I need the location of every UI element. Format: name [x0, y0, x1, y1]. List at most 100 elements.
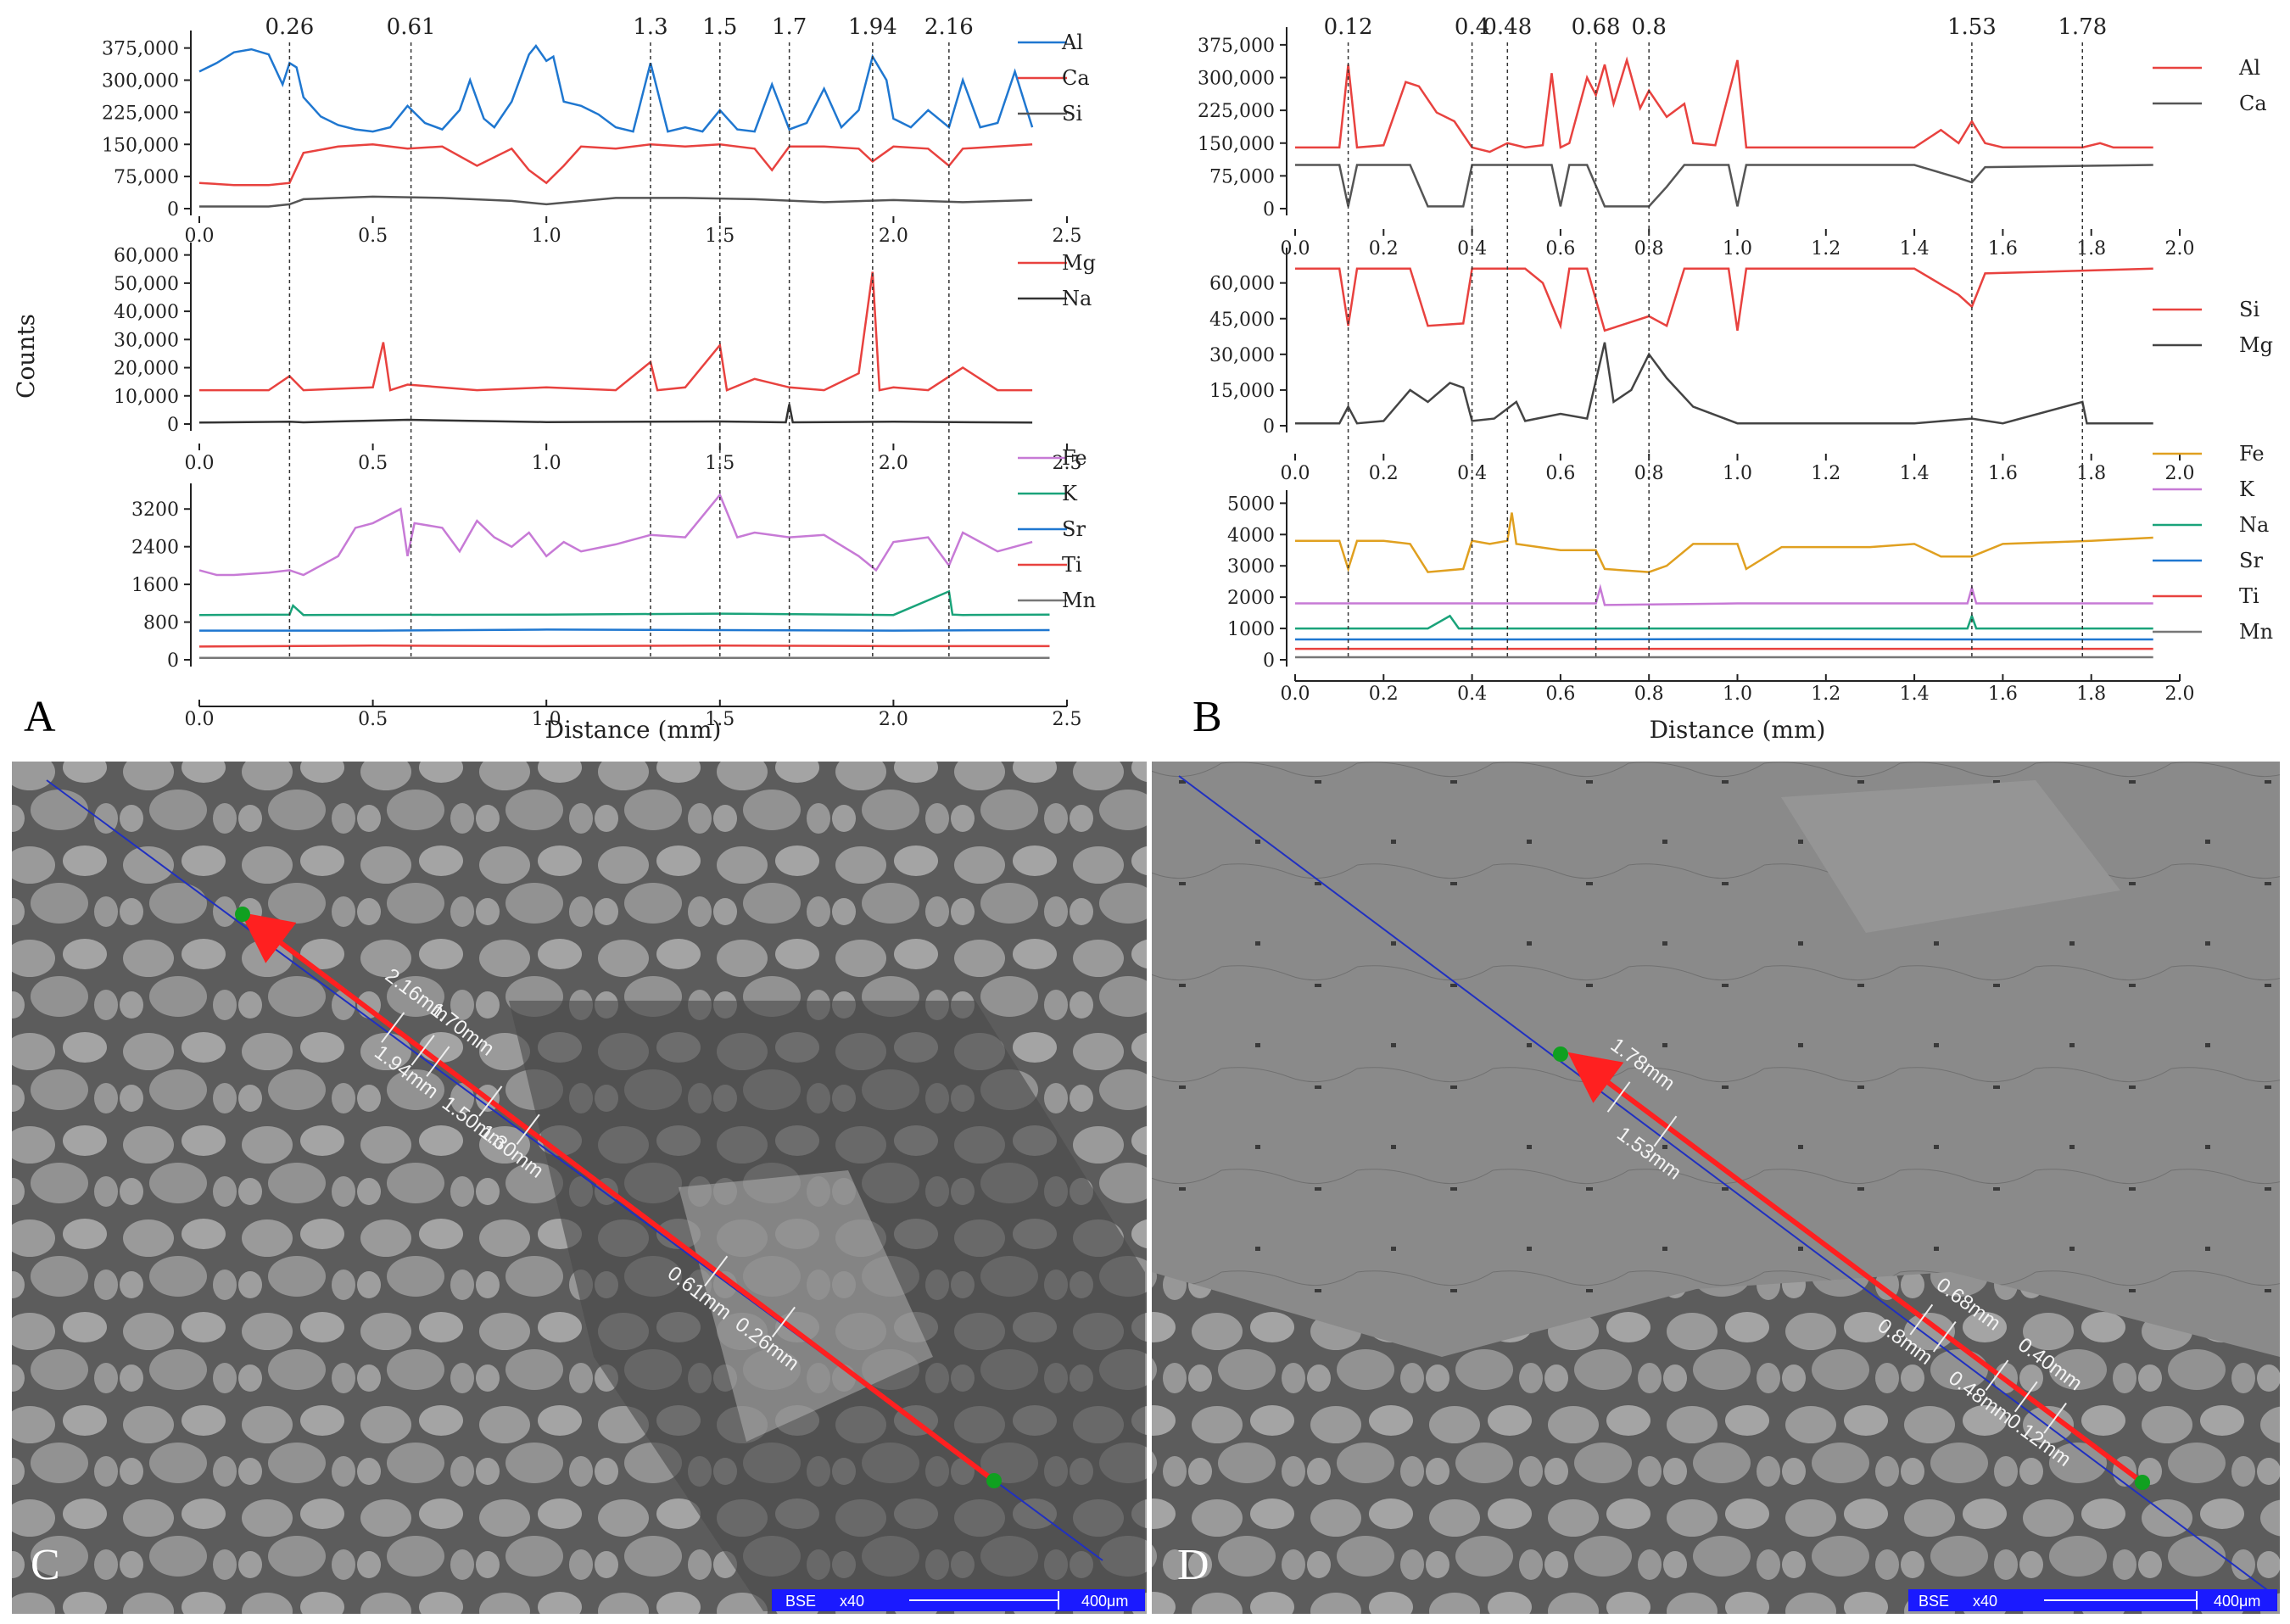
- x-tick-label: 0.0: [1281, 684, 1310, 705]
- marker-label: 2.16: [924, 14, 974, 40]
- panel-letter-c: C: [31, 1541, 60, 1589]
- x-tick-label: 2.0: [2165, 463, 2195, 484]
- y-tick-label: 2400: [131, 538, 179, 559]
- series-line-si: [1295, 267, 2153, 332]
- x-tick-label: 2.0: [879, 226, 908, 247]
- sem-scale-c: 400μm: [1081, 1593, 1128, 1610]
- sem-d-measure-tick: [1909, 1303, 1934, 1336]
- x-tick-label: 1.0: [532, 453, 561, 474]
- x-axis-title: Distance (mm): [545, 716, 722, 744]
- sem-c-measure-tick: [381, 1012, 405, 1043]
- series-line-k: [198, 589, 1050, 617]
- sem-c-measure-tick: [516, 1113, 540, 1146]
- sem-d-measure-tick: [1606, 1081, 1631, 1113]
- y-tick-label: 60,000: [114, 246, 179, 267]
- y-tick-label: 20,000: [114, 359, 179, 380]
- y-tick-label: 30,000: [1209, 345, 1275, 366]
- x-tick-label: 1.6: [1988, 684, 2018, 705]
- y-tick-label: 0: [1263, 199, 1275, 220]
- x-tick-label: 1.4: [1900, 463, 1930, 484]
- y-axis-title: Counts: [12, 314, 40, 399]
- series-line-al: [1295, 56, 2153, 153]
- legend-label-mn: Mn: [1062, 589, 1096, 612]
- x-tick-label: 1.6: [1988, 238, 2018, 260]
- x-tick-label: 1.0: [1723, 238, 1752, 260]
- x-tick-label: 0.6: [1545, 684, 1575, 705]
- legend-label-si: Si: [2239, 298, 2259, 321]
- sem-c-measure-tick: [478, 1085, 503, 1117]
- x-tick-label: 0.2: [1369, 463, 1399, 484]
- x-tick-label: 2.0: [879, 709, 908, 730]
- legend-label-al: Al: [1061, 31, 1083, 54]
- marker-label: 1.3: [633, 14, 667, 40]
- x-tick-label: 2.5: [1053, 453, 1082, 474]
- legend-label-fe: Fe: [1062, 446, 1087, 470]
- sem-mode-d: BSE: [1919, 1593, 1949, 1610]
- x-tick-label: 0.2: [1369, 684, 1399, 705]
- marker-label: 0.61: [387, 14, 436, 40]
- sem-image-d: 1.78mm1.53mm0.68mm0.40mm0.8mm0.48mm0.12m…: [1152, 762, 2280, 1614]
- x-tick-label: 2.0: [879, 453, 908, 474]
- legend-label-fe: Fe: [2239, 442, 2265, 466]
- legend-label-al: Al: [2238, 56, 2260, 80]
- x-tick-label: 0.5: [358, 453, 388, 474]
- series-line-na: [1295, 612, 2153, 630]
- panel-letter-b: B: [1192, 693, 1222, 741]
- x-tick-label: 2.0: [2165, 684, 2195, 705]
- y-tick-label: 15,000: [1209, 381, 1275, 402]
- x-tick-label: 1.5: [705, 226, 734, 247]
- y-tick-label: 75,000: [1209, 166, 1275, 187]
- y-tick-label: 0: [1263, 650, 1275, 672]
- x-axis-title: Distance (mm): [1650, 716, 1826, 744]
- marker-label: 1.7: [772, 14, 807, 40]
- legend-label-na: Na: [2239, 513, 2269, 537]
- marker-label: 0.4: [1455, 14, 1489, 40]
- y-tick-label: 3200: [131, 499, 179, 521]
- marker-label: 1.5: [702, 14, 737, 40]
- y-tick-label: 3000: [1227, 556, 1275, 578]
- legend-label-na: Na: [1062, 287, 1092, 310]
- series-line-ti: [198, 645, 1050, 648]
- legend-label-ca: Ca: [1062, 66, 1090, 90]
- series-line-al: [198, 44, 1034, 133]
- y-tick-label: 50,000: [114, 274, 179, 295]
- y-tick-label: 0: [167, 415, 179, 436]
- sem-d-measure-tick: [2043, 1402, 2067, 1434]
- x-tick-label: 1.2: [1811, 238, 1840, 260]
- sem-d-measure-tick: [1653, 1115, 1678, 1147]
- series-line-sr: [199, 628, 1050, 632]
- x-tick-label: 1.0: [1723, 463, 1752, 484]
- legend-label-sr: Sr: [1062, 517, 1086, 541]
- x-tick-label: 0.8: [1634, 684, 1664, 705]
- x-tick-label: 2.5: [1053, 709, 1082, 730]
- y-tick-label: 1000: [1227, 619, 1275, 640]
- x-tick-label: 0.6: [1545, 463, 1575, 484]
- marker-label: 0.8: [1632, 14, 1667, 40]
- y-tick-label: 1600: [131, 575, 179, 596]
- legend-label-mg: Mg: [2239, 333, 2273, 357]
- sem-c-measure-tick: [426, 1046, 450, 1077]
- sem-mag-c: x40: [840, 1593, 864, 1610]
- x-tick-label: 2.5: [1053, 226, 1082, 247]
- series-line-fe: [198, 493, 1033, 577]
- series-line-na: [198, 404, 1033, 424]
- marker-label: 1.53: [1947, 14, 1997, 40]
- series-line-k: [1295, 583, 2153, 606]
- y-tick-label: 2000: [1227, 588, 1275, 609]
- panel-letter-a: A: [24, 693, 56, 741]
- series-line-ca: [1295, 164, 2153, 208]
- x-tick-label: 1.0: [532, 709, 561, 730]
- y-tick-label: 30,000: [114, 330, 179, 351]
- x-tick-label: 2.0: [2165, 238, 2195, 260]
- y-tick-label: 150,000: [102, 135, 179, 156]
- sem-c-measure-tick: [411, 1035, 435, 1066]
- x-tick-label: 1.4: [1900, 238, 1930, 260]
- legend-label-sr: Sr: [2239, 549, 2263, 572]
- marker-label: 1.94: [848, 14, 897, 40]
- x-tick-label: 0.4: [1457, 463, 1487, 484]
- y-tick-label: 75,000: [114, 167, 179, 188]
- marker-label: 0.26: [265, 14, 314, 40]
- sem-d-measure-tick: [1985, 1359, 2009, 1392]
- x-tick-label: 0.0: [1281, 463, 1310, 484]
- y-tick-label: 150,000: [1198, 134, 1275, 155]
